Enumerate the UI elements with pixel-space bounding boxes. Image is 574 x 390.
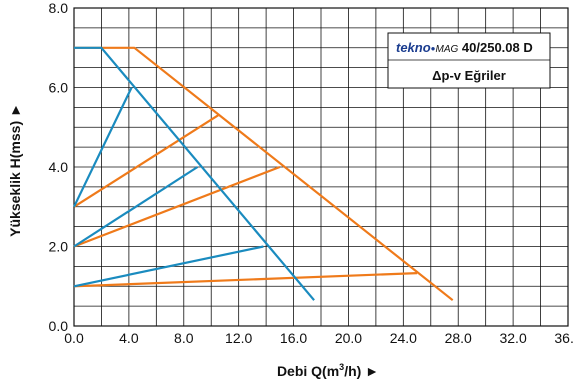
x-tick-label: 24.0 xyxy=(390,330,417,346)
y-axis-title: Yükseklik H(mss) ► xyxy=(7,103,23,237)
orange-curve xyxy=(73,165,281,248)
y-tick-labels: 0.0 2.0 4.0 6.0 8.0 xyxy=(49,0,69,334)
x-tick-label: 36.0 xyxy=(554,330,574,346)
y-tick-label: 2.0 xyxy=(49,239,69,255)
grid xyxy=(74,8,568,326)
x-tick-label: 32.0 xyxy=(499,330,526,346)
orange-curve xyxy=(73,272,418,288)
brand-mark: ● xyxy=(431,44,436,53)
x-tick-label: 12.0 xyxy=(225,330,252,346)
model-prefix: MAG xyxy=(436,44,459,55)
blue-curve xyxy=(73,166,199,248)
title-box-heading: tekno●MAG 40/250.08 D xyxy=(396,40,533,55)
series-group xyxy=(73,46,454,302)
x-tick-label: 0.0 xyxy=(64,330,84,346)
title-box: tekno●MAG 40/250.08 D Δp-v Eğriler xyxy=(387,32,551,89)
x-tick-label: 28.0 xyxy=(445,330,472,346)
y-tick-label: 0.0 xyxy=(49,318,69,334)
x-tick-label: 8.0 xyxy=(174,330,194,346)
blue-curve xyxy=(74,46,315,301)
x-axis-title-sup: 3 xyxy=(339,362,344,372)
y-tick-label: 6.0 xyxy=(49,80,69,96)
x-tick-label: 16.0 xyxy=(280,330,307,346)
y-tick-label: 4.0 xyxy=(49,159,69,175)
model-name: 40/250.08 D xyxy=(458,40,532,55)
x-axis-title-main: Debi Q(m xyxy=(277,363,339,379)
x-axis-title: Debi Q(m3/h) ► xyxy=(277,362,379,379)
plot-frame xyxy=(73,7,569,327)
y-tick-label: 8.0 xyxy=(49,0,69,16)
x-tick-label: 4.0 xyxy=(119,330,139,346)
blue-curve xyxy=(73,87,133,208)
x-tick-label: 20.0 xyxy=(335,330,362,346)
orange-curve xyxy=(73,114,219,208)
x-tick-labels: 0.0 4.0 8.0 12.0 16.0 20.0 24.0 28.0 32.0 36.0 xyxy=(64,330,574,346)
brand-name: tekno xyxy=(396,40,431,55)
blue-curve xyxy=(73,245,264,288)
x-axis-title-tail: /h) ► xyxy=(344,363,379,379)
title-box-subtitle: Δp-v Eğriler xyxy=(432,68,506,83)
